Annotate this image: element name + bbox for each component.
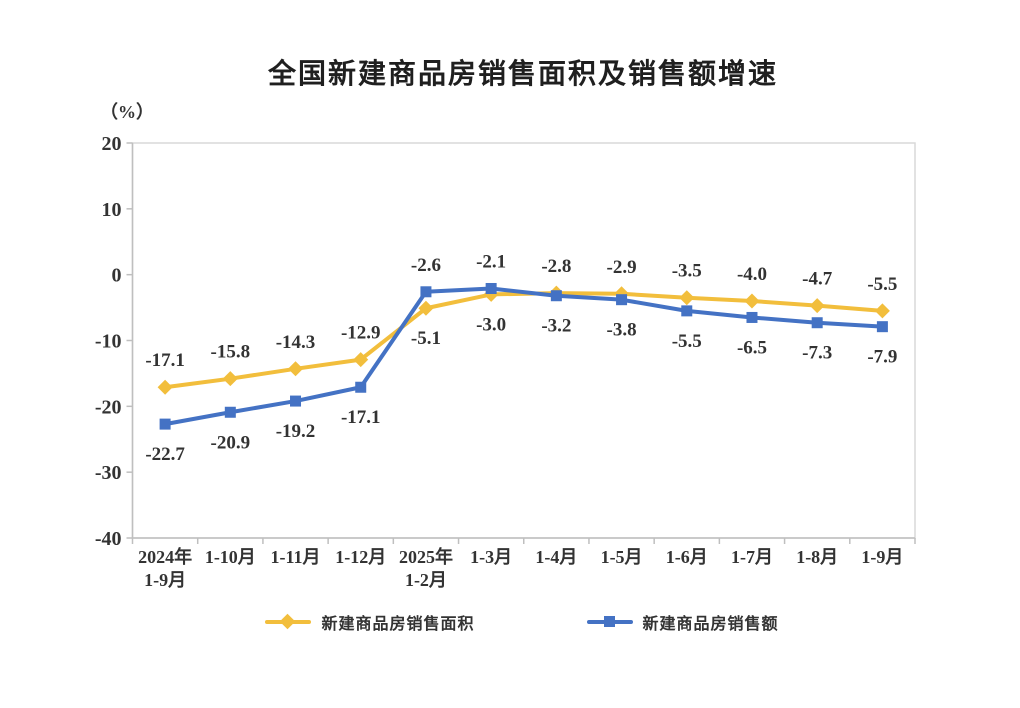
- x-tick-label: 1-8月: [796, 547, 838, 567]
- data-label-sales-amount: -2.1: [476, 251, 506, 272]
- y-tick-label: -30: [95, 462, 122, 484]
- legend-diamond-marker-icon: [265, 613, 312, 630]
- data-label-sales-area: -2.9: [607, 257, 637, 278]
- x-tick-label: 1-9月: [144, 570, 186, 590]
- plot-border: [131, 142, 916, 539]
- legend-item-sales-area: 新建商品房销售面积: [265, 610, 474, 634]
- x-tick-label: 1-2月: [405, 570, 447, 590]
- marker-square: [616, 294, 628, 306]
- data-label-sales-area: -12.9: [341, 323, 381, 344]
- marker-square: [681, 305, 693, 317]
- legend-label-sales-amount: 新建商品房销售额: [642, 616, 779, 633]
- y-tick-label: 10: [102, 199, 122, 221]
- data-label-sales-amount: -3.2: [541, 316, 571, 337]
- data-label-sales-area: -15.8: [211, 342, 251, 363]
- data-label-sales-amount: -6.5: [737, 337, 767, 358]
- data-label-sales-area: -17.1: [145, 350, 185, 371]
- x-tick-label: 2025年: [399, 546, 453, 567]
- x-tick-label: 1-3月: [470, 547, 512, 567]
- data-label-sales-area: -5.1: [411, 328, 441, 349]
- legend-label-sales-area: 新建商品房销售面积: [321, 616, 475, 633]
- legend-square-marker-icon: [586, 614, 633, 630]
- data-label-sales-amount: -19.2: [276, 421, 316, 442]
- marker-diamond: [809, 298, 825, 314]
- x-tick-label: 1-10月: [205, 547, 256, 567]
- marker-square: [420, 286, 432, 298]
- legend-item-sales-amount: 新建商品房销售额: [586, 610, 779, 634]
- y-tick-label: 0: [112, 265, 122, 287]
- marker-square: [290, 395, 302, 407]
- marker-diamond: [288, 361, 304, 377]
- x-tick-label: 1-12月: [335, 547, 386, 567]
- data-label-sales-amount: -3.8: [607, 320, 637, 341]
- marker-square: [355, 381, 367, 393]
- series-line-sales-amount: [163, 286, 885, 427]
- data-label-sales-amount: -17.1: [341, 407, 381, 428]
- data-label-sales-area: -3.5: [672, 261, 702, 282]
- x-tick-label: 1-5月: [601, 547, 643, 567]
- marker-square: [159, 418, 171, 430]
- data-label-sales-amount: -22.7: [145, 444, 185, 465]
- series-line-sales-area: [163, 291, 885, 390]
- data-label-sales-amount: -7.9: [867, 347, 897, 368]
- x-tick-label: 1-11月: [271, 547, 321, 567]
- marker-square: [746, 311, 758, 323]
- marker-square: [811, 317, 823, 329]
- x-tick-label: 1-7月: [731, 547, 773, 567]
- chart-legend: 新建商品房销售面积 新建商品房销售额: [0, 610, 1020, 634]
- x-tick-label: 2024年: [138, 546, 192, 567]
- data-label-sales-area: -14.3: [276, 332, 316, 353]
- line-chart-plot: 20 10 0 -10 -20 -30 -40 2024年 1-9月 1-10月 1-11月 1-12…: [95, 133, 916, 590]
- y-tick-label: -40: [95, 528, 122, 550]
- data-label-sales-area: -4.0: [737, 264, 767, 285]
- data-label-sales-amount: -20.9: [211, 432, 251, 453]
- y-tick-label: -20: [95, 396, 122, 418]
- y-tick-label: 20: [102, 133, 122, 155]
- y-axis-unit-label: （%）: [100, 102, 154, 122]
- marker-square: [876, 321, 888, 333]
- y-tick-label: -10: [95, 331, 122, 353]
- marker-diamond: [353, 352, 369, 368]
- data-label-sales-amount: -2.6: [411, 255, 441, 276]
- marker-diamond: [157, 379, 173, 395]
- chart-title: 全国新建商品房销售面积及销售额增速: [267, 58, 778, 89]
- data-label-sales-area: -4.7: [802, 269, 833, 290]
- marker-square: [550, 290, 562, 302]
- data-label-sales-amount: -7.3: [802, 343, 832, 364]
- data-label-sales-area: -2.8: [541, 256, 571, 277]
- marker-diamond: [744, 293, 760, 309]
- x-tick-label: 1-6月: [666, 547, 708, 567]
- marker-diamond: [418, 300, 434, 316]
- marker-square: [224, 406, 236, 418]
- x-tick-label: 1-9月: [861, 547, 903, 567]
- marker-diamond: [679, 290, 695, 306]
- marker-diamond: [874, 303, 890, 319]
- data-label-sales-area: -3.0: [476, 314, 506, 335]
- data-label-sales-amount: -5.5: [672, 331, 702, 352]
- marker-square: [485, 282, 497, 294]
- marker-diamond: [222, 371, 238, 387]
- x-tick-label: 1-4月: [535, 547, 577, 567]
- data-label-sales-area: -5.5: [867, 274, 897, 295]
